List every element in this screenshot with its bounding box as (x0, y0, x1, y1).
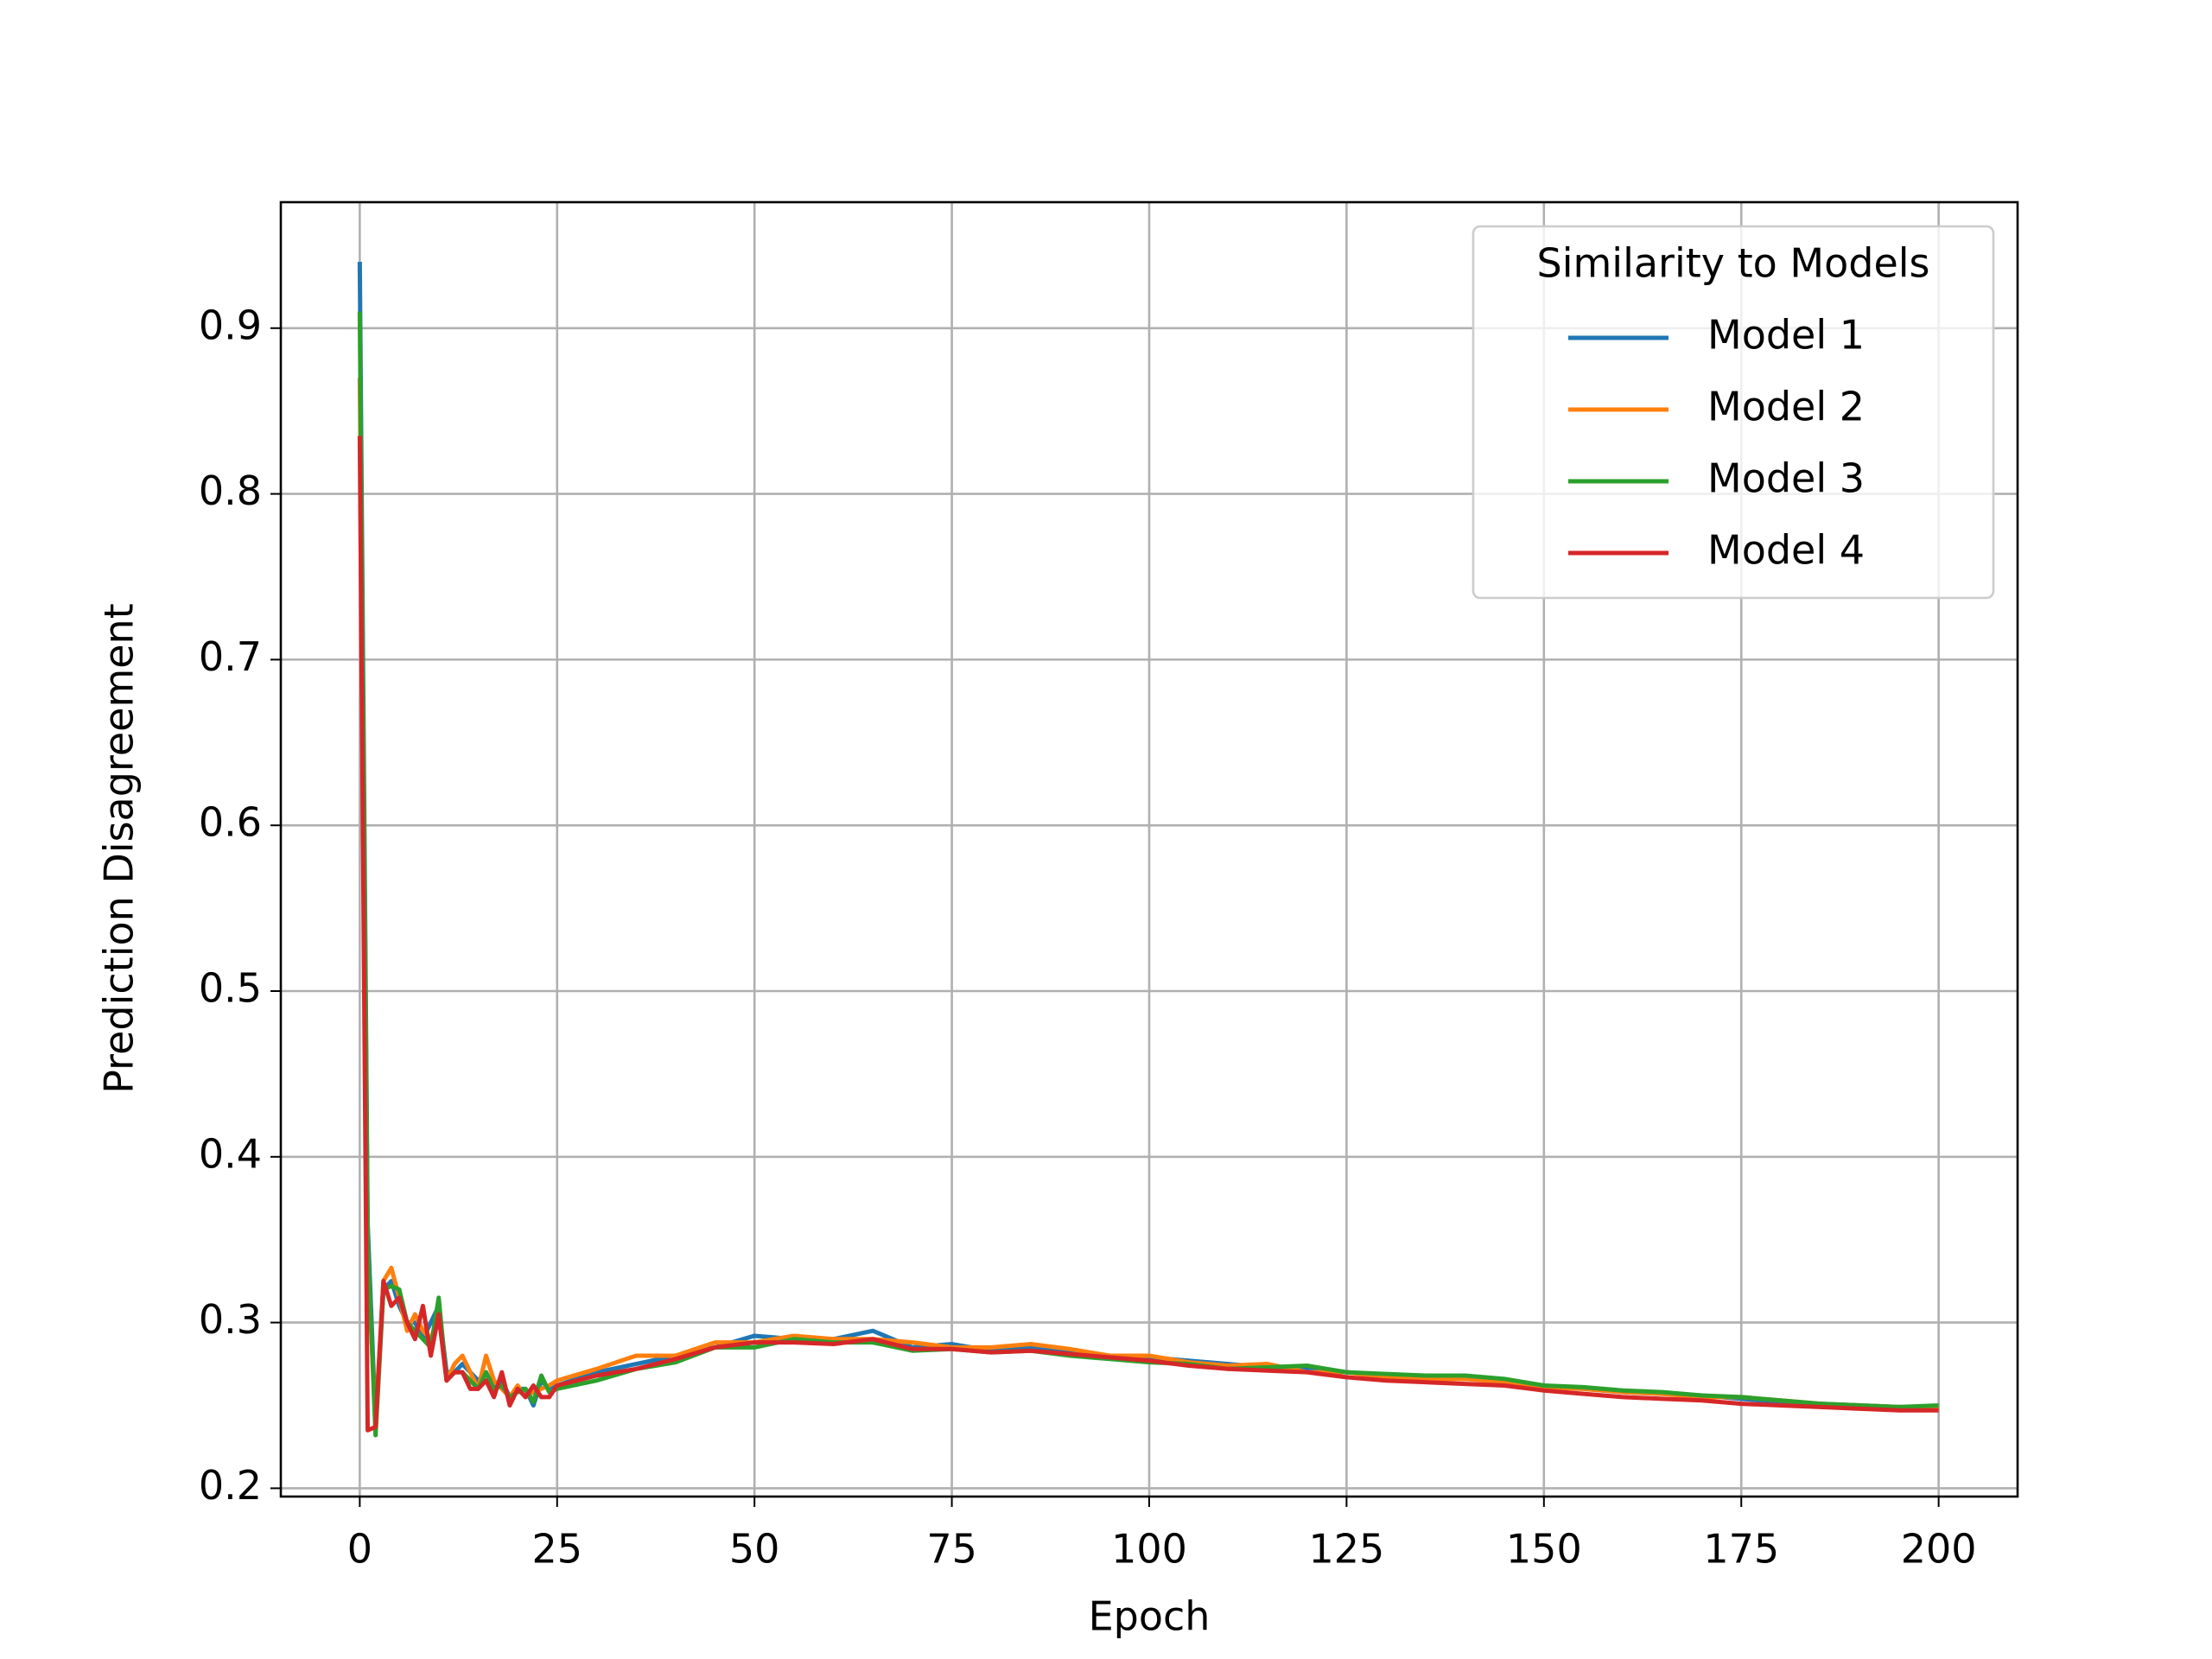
series-line (357, 311, 1939, 1438)
x-tick-label: 150 (1506, 1526, 1582, 1573)
x-tick-label: 175 (1703, 1526, 1779, 1573)
x-tick-label: 50 (729, 1526, 780, 1573)
y-tick-label: 0.3 (199, 1296, 262, 1343)
y-tick-label: 0.2 (199, 1462, 262, 1509)
legend-title: Similarity to Models (1537, 240, 1930, 287)
y-axis-label: Prediction Disagreement (96, 603, 143, 1094)
y-tick-label: 0.7 (199, 633, 262, 680)
plot-frame (279, 200, 2019, 1498)
y-tick-label: 0.8 (199, 467, 262, 514)
y-tick-label: 0.4 (199, 1130, 262, 1177)
legend-label: Model 4 (1707, 527, 1865, 574)
y-tick-label: 0.5 (199, 964, 262, 1011)
y-tick-label: 0.9 (199, 302, 262, 348)
legend-label: Model 1 (1707, 312, 1865, 359)
y-tick-label: 0.6 (199, 799, 262, 846)
x-tick-label: 125 (1309, 1526, 1385, 1573)
x-axis-label: Epoch (1089, 1593, 1211, 1640)
legend-label: Model 2 (1707, 384, 1865, 430)
x-tick-label: 100 (1111, 1526, 1187, 1573)
x-tick-label: 25 (531, 1526, 582, 1573)
x-tick-label: 75 (926, 1526, 977, 1573)
legend-label: Model 3 (1707, 455, 1865, 502)
legend-box (1471, 225, 1995, 600)
x-tick-label: 200 (1901, 1526, 1977, 1573)
x-tick-label: 0 (347, 1526, 372, 1573)
series-line (357, 435, 1939, 1433)
